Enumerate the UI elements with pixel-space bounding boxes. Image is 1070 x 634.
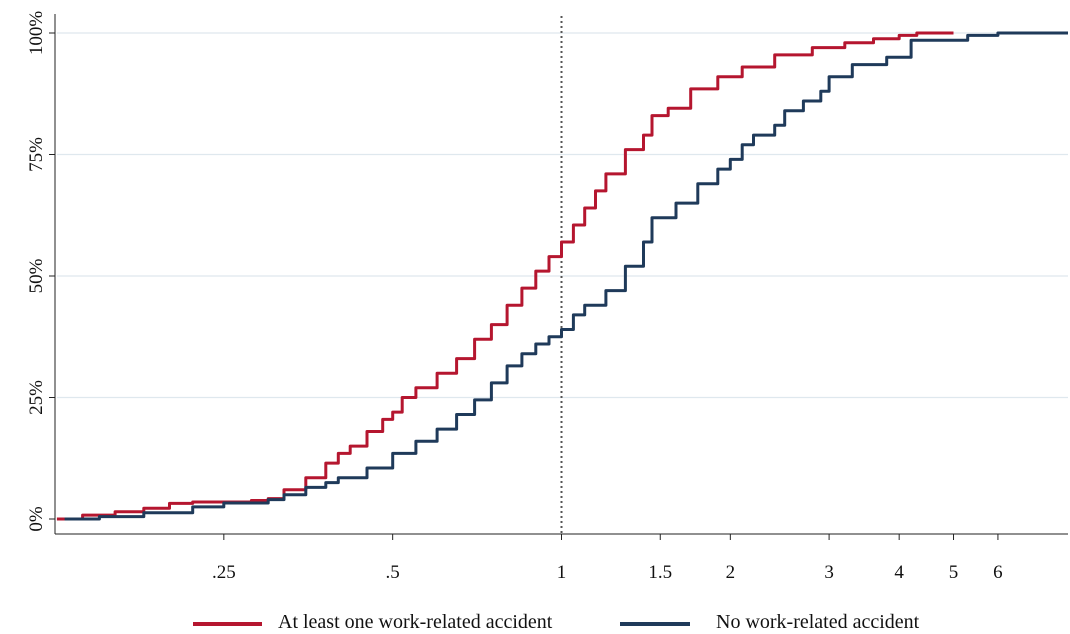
x-tick-label-5: 3: [824, 562, 834, 583]
x-tick-label-6: 4: [894, 562, 904, 583]
y-tick-labels: 0% 25% 50% 75% 100%: [26, 11, 47, 532]
y-tick-label-1: 25%: [26, 380, 47, 415]
x-tick-label-3: 1.5: [648, 562, 672, 583]
legend-label-no-accident: No work-related accident: [716, 611, 920, 633]
x-tick-label-0: .25: [212, 562, 236, 583]
y-tick-label-0: 0%: [26, 506, 47, 532]
x-tick-label-4: 2: [726, 562, 736, 583]
x-tick-label-7: 5: [949, 562, 959, 583]
y-tick-label-4: 100%: [26, 11, 47, 56]
axes: [49, 14, 1068, 540]
y-tick-label-3: 75%: [26, 137, 47, 172]
legend-label-accident: At least one work-related accident: [278, 611, 553, 633]
legend: At least one work-related accident No wo…: [193, 611, 920, 633]
x-tick-label-8: 6: [993, 562, 1003, 583]
series-lines: [56, 31, 1068, 521]
x-tick-labels: .25 .5 1 1.5 2 3 4 5 6: [212, 562, 1003, 583]
x-tick-label-1: .5: [386, 562, 400, 583]
y-tick-label-2: 50%: [26, 258, 47, 293]
x-tick-label-2: 1: [557, 562, 567, 583]
series-line-1: [64, 31, 1068, 521]
